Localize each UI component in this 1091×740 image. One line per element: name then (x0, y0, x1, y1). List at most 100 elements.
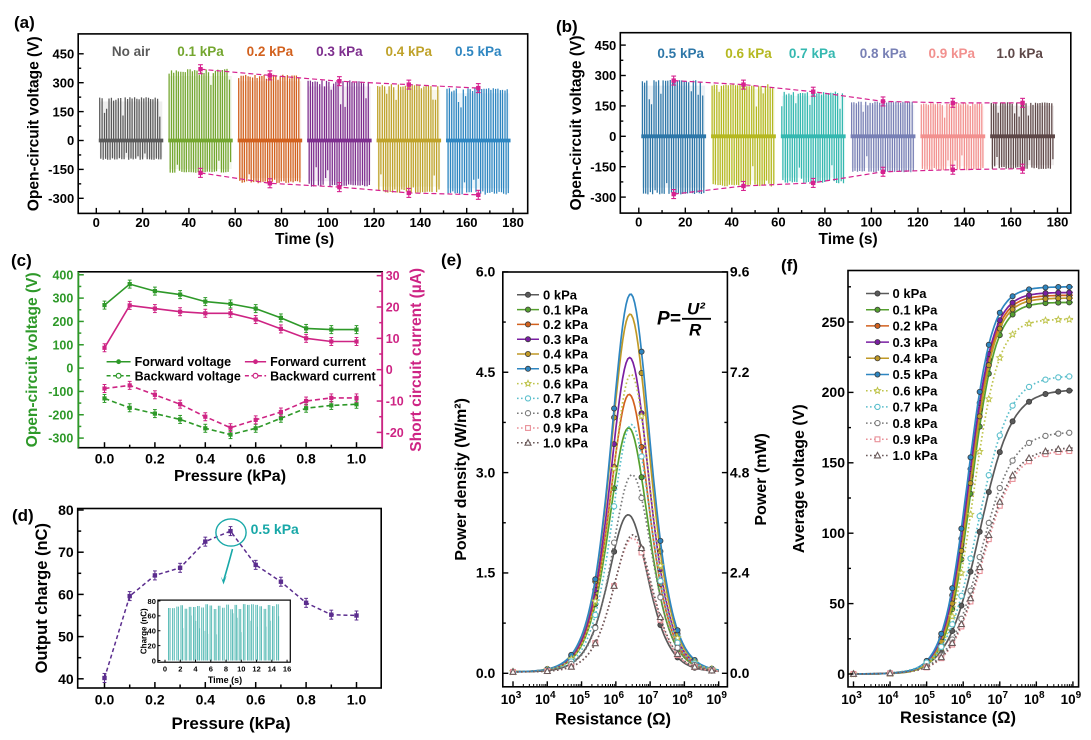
svg-text:0.5 kPa: 0.5 kPa (543, 362, 589, 377)
svg-text:-100: -100 (48, 385, 73, 399)
svg-text:0.4 kPa: 0.4 kPa (543, 347, 589, 362)
svg-text:0.2 kPa: 0.2 kPa (893, 319, 939, 334)
svg-text:Pressure (kPa): Pressure (kPa) (171, 714, 290, 733)
svg-text:3.0: 3.0 (476, 464, 496, 480)
svg-text:250: 250 (822, 314, 846, 330)
svg-text:-300: -300 (590, 190, 616, 205)
svg-text:180: 180 (1047, 215, 1069, 230)
svg-text:(b): (b) (556, 17, 578, 36)
svg-text:0: 0 (609, 129, 616, 144)
svg-text:300: 300 (52, 75, 74, 90)
svg-text:20: 20 (148, 641, 156, 650)
svg-text:0.2 kPa: 0.2 kPa (543, 317, 589, 332)
svg-text:400: 400 (52, 268, 73, 282)
svg-text:0.5 kPa: 0.5 kPa (455, 44, 502, 59)
svg-text:0.4: 0.4 (196, 692, 216, 708)
svg-text:20: 20 (135, 215, 149, 230)
svg-text:40: 40 (148, 627, 156, 636)
svg-text:70: 70 (58, 544, 74, 560)
svg-text:Resistance (Ω): Resistance (Ω) (900, 709, 1016, 727)
svg-text:0 kPa: 0 kPa (543, 288, 578, 303)
svg-text:6.0: 6.0 (476, 264, 496, 280)
svg-text:100: 100 (317, 215, 339, 230)
svg-text:0.9 kPa: 0.9 kPa (929, 46, 976, 61)
svg-text:0.3 kPa: 0.3 kPa (893, 335, 939, 350)
svg-text:1.0 kPa: 1.0 kPa (996, 46, 1043, 61)
svg-text:0.7 kPa: 0.7 kPa (543, 391, 589, 406)
svg-text:0.8 kPa: 0.8 kPa (893, 416, 939, 431)
svg-text:120: 120 (363, 215, 385, 230)
svg-text:80: 80 (274, 215, 288, 230)
svg-text:0.9 kPa: 0.9 kPa (543, 421, 589, 436)
svg-text:Open-circuit voltage (V): Open-circuit voltage (V) (24, 272, 41, 447)
svg-text:40: 40 (58, 671, 74, 687)
svg-text:8: 8 (224, 665, 228, 674)
svg-text:60: 60 (148, 612, 156, 621)
svg-text:60: 60 (771, 215, 785, 230)
svg-text:1.0 kPa: 1.0 kPa (543, 436, 589, 451)
svg-text:R: R (689, 321, 702, 340)
svg-text:120: 120 (907, 215, 929, 230)
svg-text:50: 50 (58, 629, 74, 645)
svg-text:200: 200 (822, 384, 846, 400)
svg-text:P=: P= (657, 309, 681, 330)
svg-text:150: 150 (822, 455, 846, 471)
svg-text:150: 150 (52, 104, 74, 119)
svg-text:Backward voltage: Backward voltage (135, 369, 241, 383)
svg-text:-300: -300 (48, 432, 73, 446)
svg-text:0.1 kPa: 0.1 kPa (543, 302, 589, 317)
svg-text:2: 2 (178, 665, 182, 674)
svg-text:100: 100 (822, 525, 846, 541)
svg-text:No air: No air (112, 44, 151, 59)
svg-text:60: 60 (58, 586, 74, 602)
svg-text:0: 0 (163, 665, 167, 674)
svg-text:Pressure (kPa): Pressure (kPa) (174, 468, 286, 485)
svg-text:0: 0 (66, 362, 73, 376)
svg-text:200: 200 (52, 315, 73, 329)
svg-text:0.1 kPa: 0.1 kPa (893, 302, 939, 317)
svg-text:100: 100 (861, 215, 883, 230)
svg-text:(a): (a) (14, 13, 35, 32)
svg-text:300: 300 (52, 292, 73, 306)
svg-text:0.4 kPa: 0.4 kPa (893, 351, 939, 366)
svg-text:0: 0 (93, 215, 100, 230)
svg-text:0 kPa: 0 kPa (893, 286, 928, 301)
svg-text:-200: -200 (48, 408, 73, 422)
svg-text:0: 0 (837, 666, 845, 682)
svg-text:0.2: 0.2 (145, 451, 165, 467)
svg-text:Backward current: Backward current (270, 369, 376, 383)
svg-text:0.2 kPa: 0.2 kPa (247, 44, 294, 59)
svg-text:(d): (d) (12, 506, 34, 525)
svg-text:160: 160 (456, 215, 478, 230)
svg-text:0.5 kPa: 0.5 kPa (657, 46, 704, 61)
svg-text:0: 0 (67, 133, 74, 148)
svg-text:0.0: 0.0 (95, 451, 115, 467)
svg-text:0.0: 0.0 (730, 665, 750, 681)
svg-text:6: 6 (209, 665, 213, 674)
svg-text:-150: -150 (590, 159, 616, 174)
svg-text:20: 20 (678, 215, 692, 230)
svg-text:0.3 kPa: 0.3 kPa (543, 332, 589, 347)
svg-text:U²: U² (687, 300, 706, 319)
svg-text:150: 150 (595, 99, 617, 114)
svg-text:30: 30 (386, 269, 400, 283)
svg-text:Open-circuit voltage (V): Open-circuit voltage (V) (568, 35, 585, 210)
svg-text:0.3 kPa: 0.3 kPa (316, 44, 363, 59)
svg-text:Output charge (nC): Output charge (nC) (33, 523, 51, 673)
svg-text:40: 40 (182, 215, 196, 230)
svg-text:Resistance (Ω): Resistance (Ω) (555, 711, 671, 729)
svg-text:1.0: 1.0 (347, 451, 367, 467)
svg-text:60: 60 (228, 215, 242, 230)
svg-text:20: 20 (386, 301, 400, 315)
svg-text:0.8 kPa: 0.8 kPa (543, 406, 589, 421)
svg-text:4.5: 4.5 (476, 364, 496, 380)
svg-text:140: 140 (954, 215, 976, 230)
svg-text:0.6: 0.6 (246, 451, 266, 467)
svg-text:Short circuit current (µA): Short circuit current (µA) (408, 268, 425, 452)
svg-text:40: 40 (725, 215, 739, 230)
svg-text:Time (s): Time (s) (275, 231, 334, 248)
svg-text:0.6 kPa: 0.6 kPa (893, 383, 939, 398)
svg-text:4: 4 (193, 665, 198, 674)
svg-text:14: 14 (268, 665, 277, 674)
svg-text:80: 80 (818, 215, 832, 230)
